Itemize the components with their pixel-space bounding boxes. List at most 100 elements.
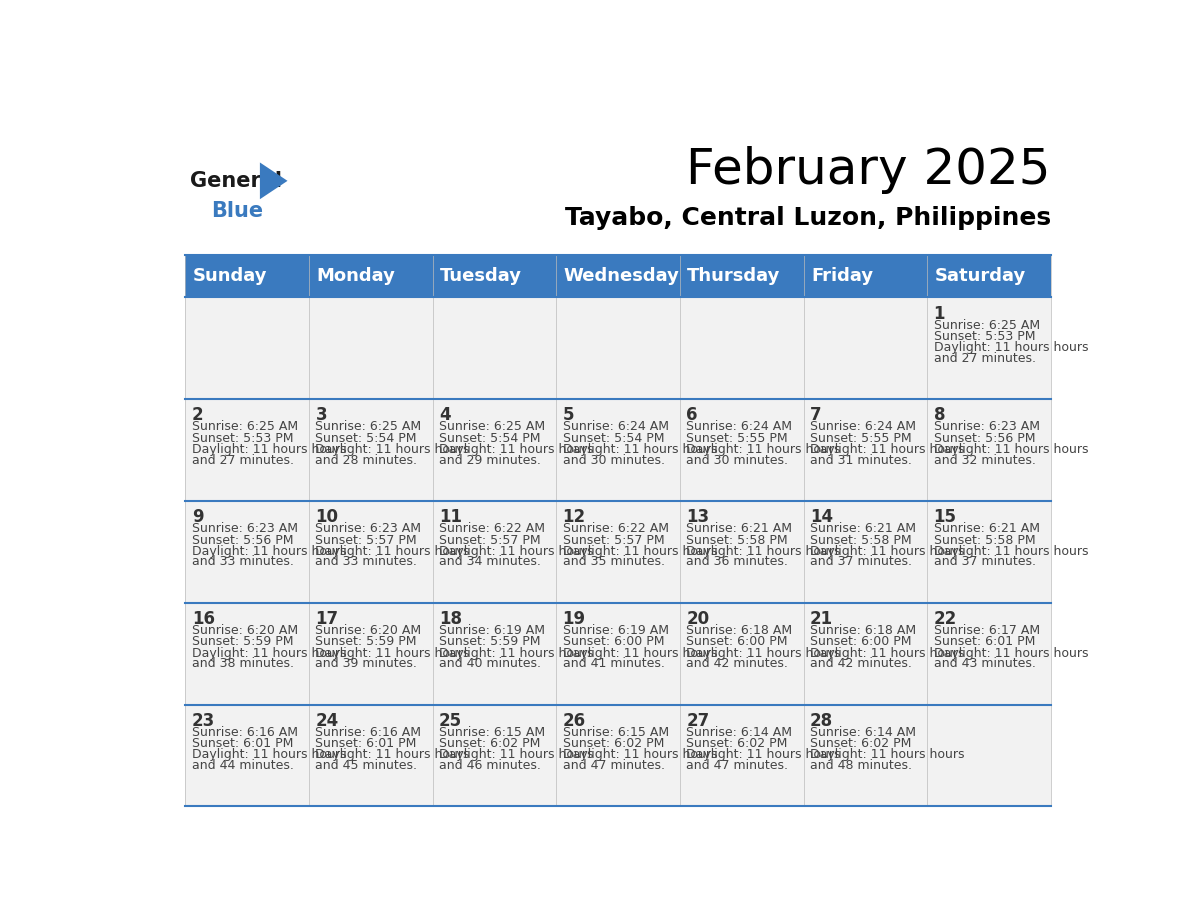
Text: Daylight: 11 hours hours: Daylight: 11 hours hours [934, 341, 1088, 354]
Text: Sunset: 5:58 PM: Sunset: 5:58 PM [810, 533, 911, 546]
Text: Sunrise: 6:22 AM: Sunrise: 6:22 AM [440, 522, 545, 535]
Text: Daylight: 11 hours hours: Daylight: 11 hours hours [687, 545, 841, 558]
Text: 1: 1 [934, 305, 946, 322]
Text: Monday: Monday [316, 267, 396, 285]
Text: Sunrise: 6:23 AM: Sunrise: 6:23 AM [934, 420, 1040, 433]
FancyBboxPatch shape [680, 297, 803, 399]
Text: Daylight: 11 hours hours: Daylight: 11 hours hours [191, 443, 346, 456]
Text: Daylight: 11 hours hours: Daylight: 11 hours hours [563, 545, 718, 558]
Text: Sunrise: 6:19 AM: Sunrise: 6:19 AM [563, 624, 669, 637]
Text: Sunrise: 6:15 AM: Sunrise: 6:15 AM [563, 726, 669, 739]
Text: Sunset: 5:58 PM: Sunset: 5:58 PM [687, 533, 788, 546]
Text: Daylight: 11 hours hours: Daylight: 11 hours hours [810, 443, 965, 456]
FancyBboxPatch shape [927, 399, 1051, 501]
FancyBboxPatch shape [803, 399, 927, 501]
Text: Sunset: 6:00 PM: Sunset: 6:00 PM [687, 635, 788, 648]
Text: Daylight: 11 hours hours: Daylight: 11 hours hours [440, 443, 594, 456]
Text: and 32 minutes.: and 32 minutes. [934, 453, 1036, 466]
Text: Daylight: 11 hours hours: Daylight: 11 hours hours [191, 646, 346, 660]
Text: 23: 23 [191, 711, 215, 730]
Text: and 27 minutes.: and 27 minutes. [191, 453, 293, 466]
Text: Sunrise: 6:15 AM: Sunrise: 6:15 AM [440, 726, 545, 739]
Text: Sunrise: 6:20 AM: Sunrise: 6:20 AM [315, 624, 422, 637]
FancyBboxPatch shape [927, 705, 1051, 806]
Text: Sunrise: 6:19 AM: Sunrise: 6:19 AM [440, 624, 545, 637]
Text: 19: 19 [563, 610, 586, 628]
Text: Sunset: 6:02 PM: Sunset: 6:02 PM [563, 737, 664, 750]
Text: Daylight: 11 hours hours: Daylight: 11 hours hours [440, 748, 594, 761]
Text: Wednesday: Wednesday [563, 267, 680, 285]
Text: Sunset: 5:59 PM: Sunset: 5:59 PM [191, 635, 293, 648]
Text: and 46 minutes.: and 46 minutes. [440, 759, 541, 772]
Text: Daylight: 11 hours hours: Daylight: 11 hours hours [315, 646, 470, 660]
FancyBboxPatch shape [680, 399, 803, 501]
Text: Tayabo, Central Luzon, Philippines: Tayabo, Central Luzon, Philippines [564, 206, 1051, 230]
Text: Sunrise: 6:25 AM: Sunrise: 6:25 AM [440, 420, 545, 433]
Text: Sunset: 6:00 PM: Sunset: 6:00 PM [563, 635, 664, 648]
Text: 17: 17 [315, 610, 339, 628]
Text: 18: 18 [440, 610, 462, 628]
Text: and 42 minutes.: and 42 minutes. [810, 657, 912, 670]
Text: and 30 minutes.: and 30 minutes. [563, 453, 664, 466]
Text: Sunrise: 6:17 AM: Sunrise: 6:17 AM [934, 624, 1040, 637]
Text: Sunrise: 6:24 AM: Sunrise: 6:24 AM [563, 420, 669, 433]
Text: Sunset: 5:53 PM: Sunset: 5:53 PM [934, 330, 1035, 343]
Text: Sunrise: 6:22 AM: Sunrise: 6:22 AM [563, 522, 669, 535]
Text: Daylight: 11 hours hours: Daylight: 11 hours hours [191, 545, 346, 558]
Text: Sunset: 6:02 PM: Sunset: 6:02 PM [810, 737, 911, 750]
Text: Blue: Blue [211, 200, 264, 220]
Text: February 2025: February 2025 [687, 146, 1051, 195]
FancyBboxPatch shape [432, 705, 556, 806]
Text: Sunrise: 6:16 AM: Sunrise: 6:16 AM [191, 726, 298, 739]
Text: 20: 20 [687, 610, 709, 628]
Text: Sunset: 6:01 PM: Sunset: 6:01 PM [191, 737, 293, 750]
Text: and 40 minutes.: and 40 minutes. [440, 657, 541, 670]
FancyBboxPatch shape [556, 603, 680, 705]
Text: and 38 minutes.: and 38 minutes. [191, 657, 293, 670]
Text: 8: 8 [934, 407, 946, 424]
Text: Sunrise: 6:21 AM: Sunrise: 6:21 AM [687, 522, 792, 535]
Text: Daylight: 11 hours hours: Daylight: 11 hours hours [810, 646, 965, 660]
FancyBboxPatch shape [309, 603, 432, 705]
Text: Daylight: 11 hours hours: Daylight: 11 hours hours [440, 545, 594, 558]
Text: and 37 minutes.: and 37 minutes. [934, 555, 1036, 568]
Text: 27: 27 [687, 711, 709, 730]
FancyBboxPatch shape [556, 399, 680, 501]
Text: 25: 25 [440, 711, 462, 730]
Text: Sunset: 5:55 PM: Sunset: 5:55 PM [810, 431, 911, 445]
Text: 22: 22 [934, 610, 956, 628]
Text: Sunset: 5:56 PM: Sunset: 5:56 PM [191, 533, 293, 546]
Text: Sunrise: 6:25 AM: Sunrise: 6:25 AM [315, 420, 422, 433]
Text: 21: 21 [810, 610, 833, 628]
Text: Sunrise: 6:14 AM: Sunrise: 6:14 AM [687, 726, 792, 739]
FancyBboxPatch shape [309, 399, 432, 501]
Text: and 43 minutes.: and 43 minutes. [934, 657, 1036, 670]
Text: 2: 2 [191, 407, 203, 424]
Text: 4: 4 [440, 407, 450, 424]
Text: 16: 16 [191, 610, 215, 628]
FancyBboxPatch shape [927, 603, 1051, 705]
FancyBboxPatch shape [185, 501, 309, 603]
Text: Sunrise: 6:24 AM: Sunrise: 6:24 AM [687, 420, 792, 433]
FancyBboxPatch shape [803, 297, 927, 399]
Text: Daylight: 11 hours hours: Daylight: 11 hours hours [315, 748, 470, 761]
FancyBboxPatch shape [432, 399, 556, 501]
Text: Sunrise: 6:25 AM: Sunrise: 6:25 AM [934, 319, 1040, 331]
Text: and 34 minutes.: and 34 minutes. [440, 555, 541, 568]
Text: Sunset: 5:57 PM: Sunset: 5:57 PM [315, 533, 417, 546]
Text: Sunrise: 6:16 AM: Sunrise: 6:16 AM [315, 726, 422, 739]
Text: and 42 minutes.: and 42 minutes. [687, 657, 788, 670]
Text: and 36 minutes.: and 36 minutes. [687, 555, 788, 568]
Text: Sunset: 5:56 PM: Sunset: 5:56 PM [934, 431, 1035, 445]
Text: 3: 3 [315, 407, 327, 424]
Text: Sunrise: 6:23 AM: Sunrise: 6:23 AM [191, 522, 298, 535]
Text: Sunset: 5:59 PM: Sunset: 5:59 PM [315, 635, 417, 648]
Text: 24: 24 [315, 711, 339, 730]
Text: Daylight: 11 hours hours: Daylight: 11 hours hours [563, 443, 718, 456]
Text: Sunrise: 6:21 AM: Sunrise: 6:21 AM [934, 522, 1040, 535]
FancyBboxPatch shape [927, 297, 1051, 399]
Text: and 30 minutes.: and 30 minutes. [687, 453, 789, 466]
Text: Daylight: 11 hours hours: Daylight: 11 hours hours [687, 646, 841, 660]
Text: Daylight: 11 hours hours: Daylight: 11 hours hours [191, 748, 346, 761]
FancyBboxPatch shape [185, 399, 309, 501]
